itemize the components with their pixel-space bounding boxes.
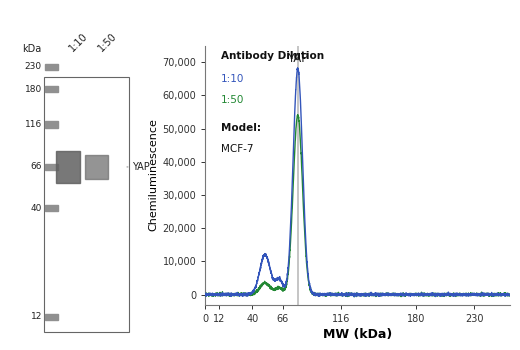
Text: 1:10: 1:10 — [68, 32, 90, 54]
Bar — [85, 155, 108, 179]
Text: 116: 116 — [24, 120, 42, 129]
Bar — [44, 77, 128, 331]
Bar — [45, 64, 58, 70]
Text: 1:50: 1:50 — [220, 95, 244, 105]
Text: 12: 12 — [31, 313, 42, 321]
Text: MCF-7: MCF-7 — [220, 144, 253, 154]
Text: 1:50: 1:50 — [97, 31, 119, 54]
Bar — [45, 86, 58, 92]
Y-axis label: Chemiluminescence: Chemiluminescence — [148, 119, 158, 231]
Bar — [45, 164, 58, 170]
Text: 40: 40 — [31, 204, 42, 212]
Text: YAP: YAP — [287, 52, 308, 65]
Bar — [45, 205, 58, 211]
Bar — [56, 151, 80, 183]
Text: 230: 230 — [25, 63, 42, 71]
Text: 180: 180 — [24, 85, 42, 93]
Text: Model:: Model: — [220, 123, 261, 133]
Bar — [45, 121, 58, 127]
Bar — [45, 314, 58, 320]
Text: 66: 66 — [30, 162, 42, 172]
Text: 1:10: 1:10 — [220, 74, 244, 84]
Text: kDa: kDa — [23, 44, 42, 54]
Text: YAP: YAP — [132, 162, 149, 172]
Text: Antibody Dilution: Antibody Dilution — [220, 51, 324, 61]
X-axis label: MW (kDa): MW (kDa) — [323, 328, 392, 341]
